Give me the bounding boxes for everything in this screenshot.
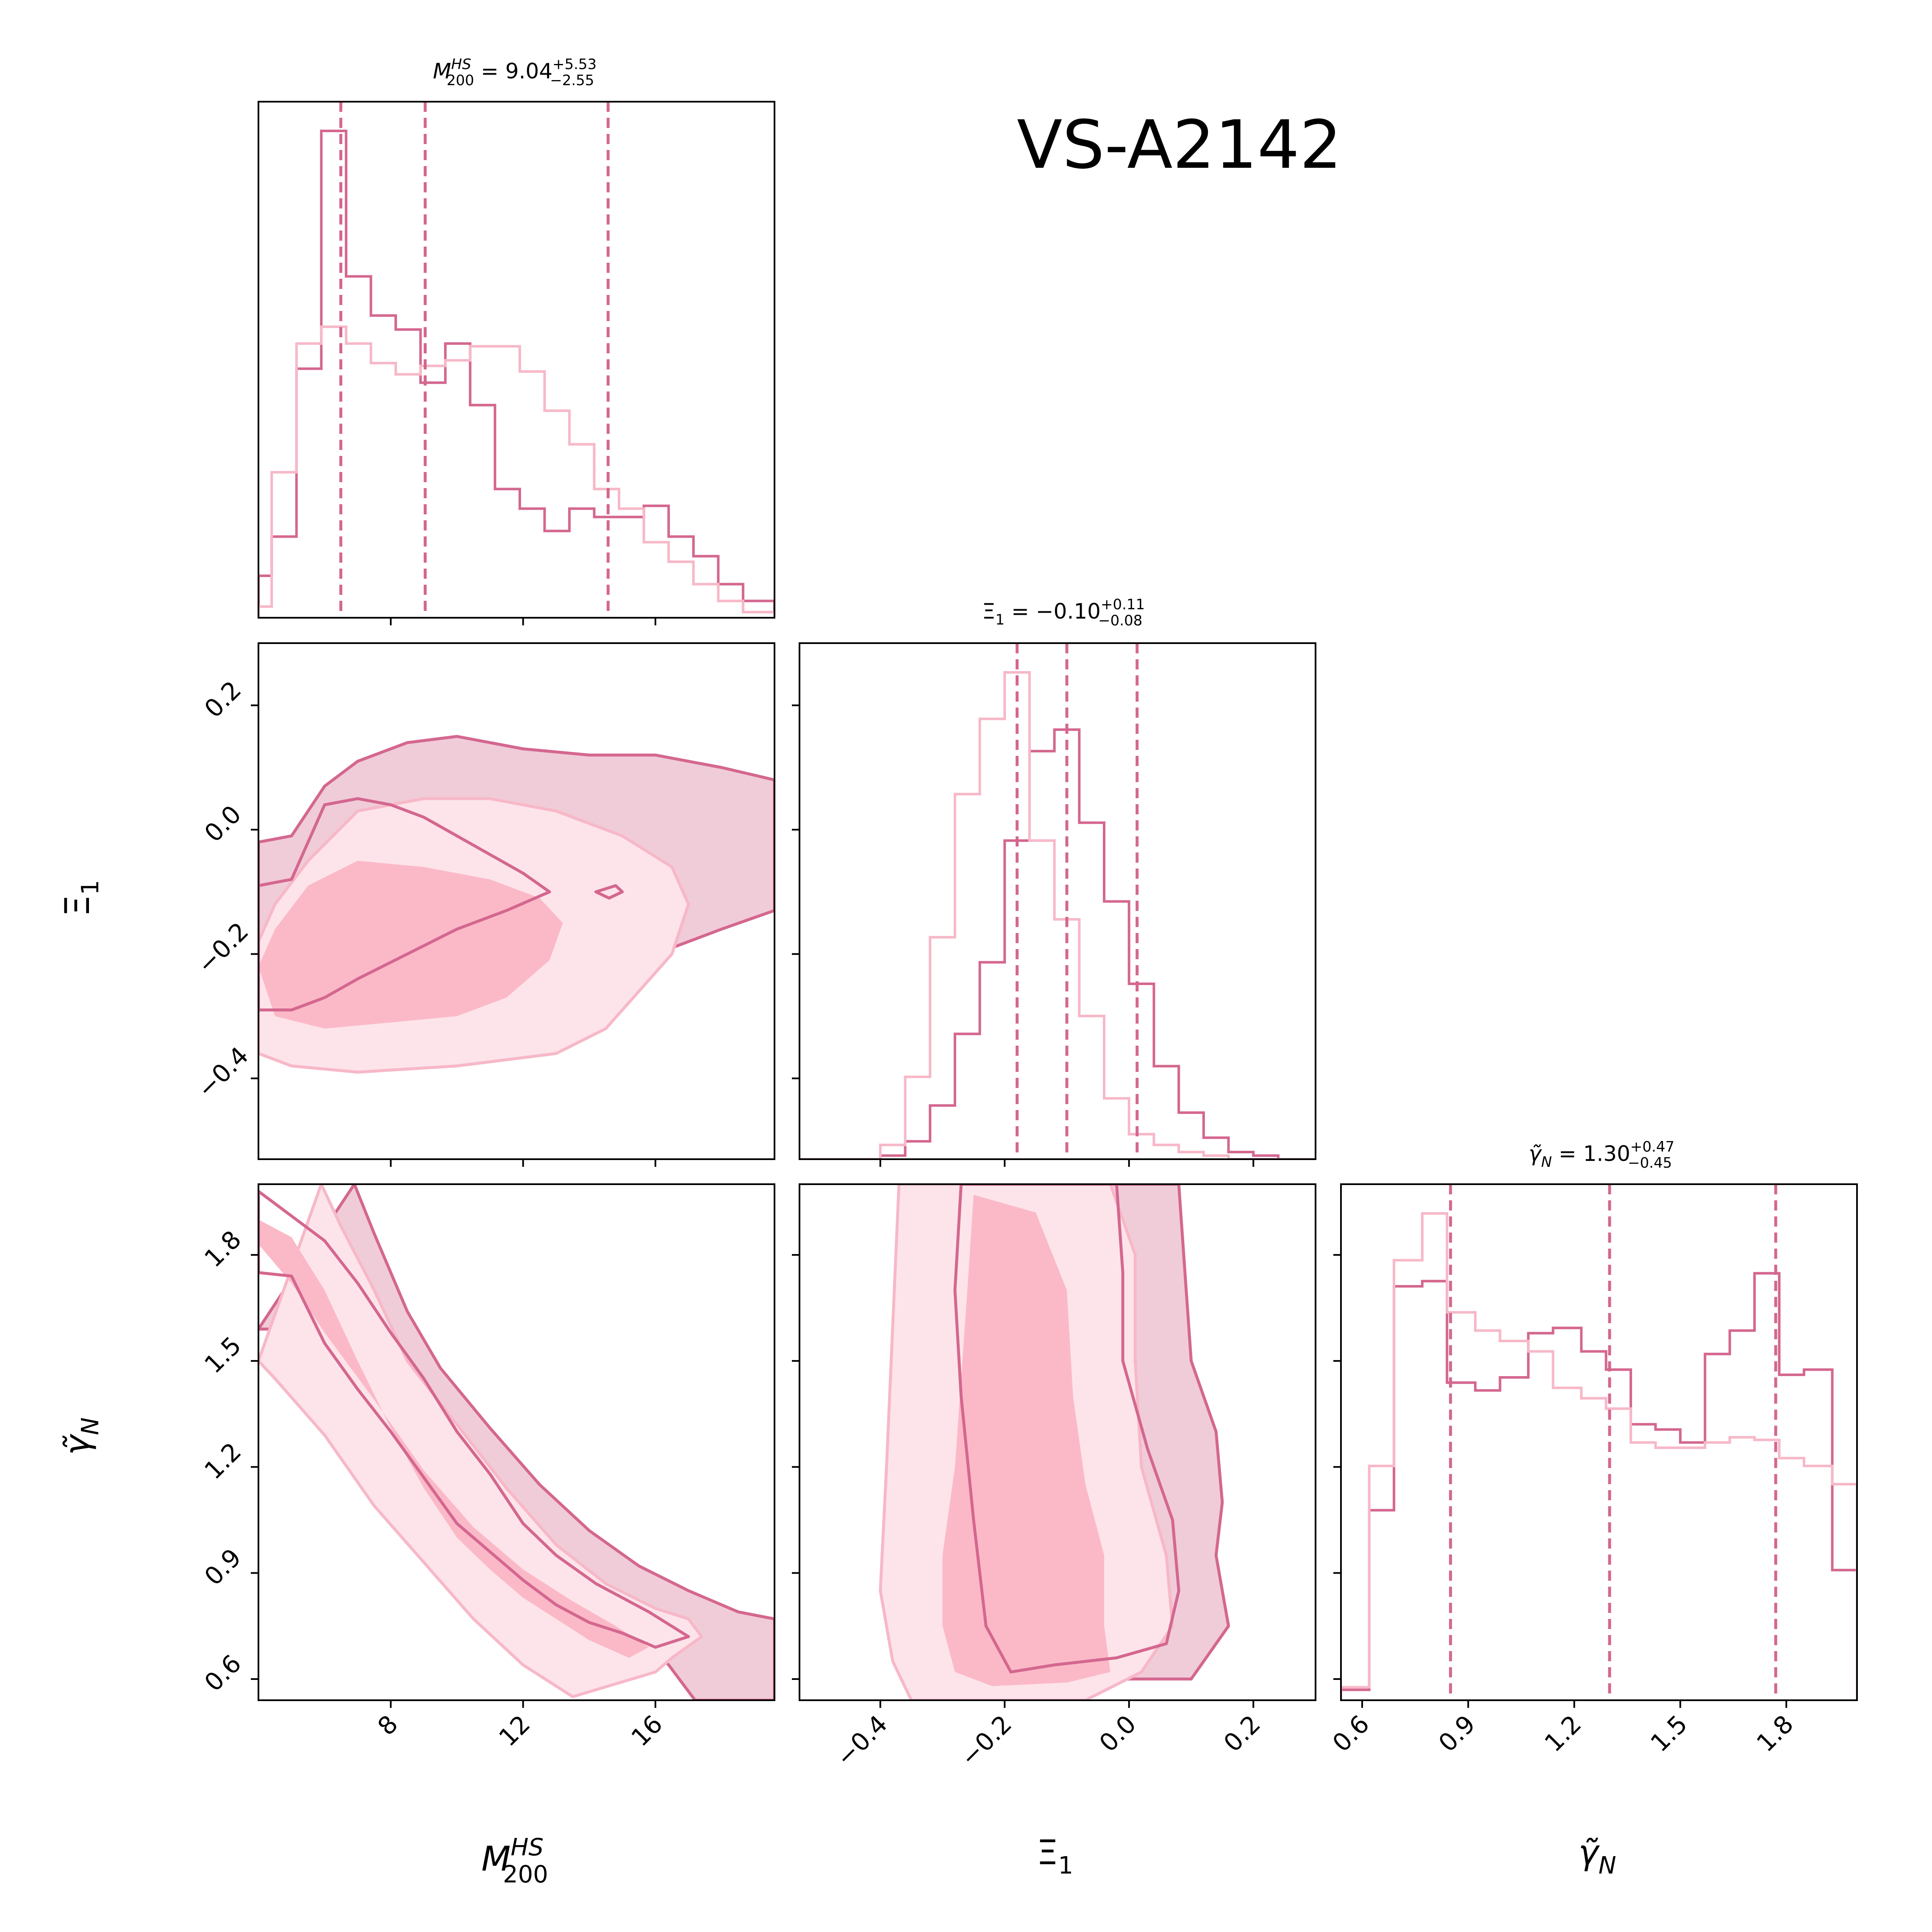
- panel-frame-2-0: [258, 1183, 775, 1701]
- contour-M200-Xi1-inner-light: [258, 861, 563, 1029]
- contour-M200-gammaN-inner: [258, 1190, 690, 1649]
- ylabel-Xi1: Ξ1: [58, 880, 104, 916]
- contour-Xi1-gammaN-inner-light: [942, 1195, 1110, 1686]
- xlabel-M200: MHS 200: [481, 1834, 548, 1888]
- panel-bg-0-0: [258, 102, 774, 618]
- contour-M200-Xi1-inner: [258, 797, 551, 1012]
- xlabel-gammaN: γ̃N: [1578, 1833, 1616, 1879]
- hist-M200-series-1: [258, 325, 774, 618]
- panel-frame-2-2: [1340, 1183, 1858, 1701]
- panel-frames: [258, 101, 1858, 1701]
- svg-text:γ̃N = 1.30+0.47−0.45: γ̃N = 1.30+0.47 −0.45: [1529, 1138, 1674, 1171]
- svg-text:γ̃N: γ̃N: [58, 1417, 104, 1455]
- contour-M200-Xi1-island: [594, 884, 624, 900]
- histogram-layer: [258, 129, 1857, 1700]
- svg-text:Ξ1: Ξ1: [58, 880, 104, 916]
- contour-layer: [258, 735, 1230, 1700]
- title-M200: MHS 200 = 9.04+5.53 −2.55: [433, 56, 597, 89]
- panel-frame-1-1: [799, 642, 1316, 1160]
- hist-Xi1-series-1: [799, 671, 1316, 1159]
- panel-frame-0-0: [258, 101, 775, 619]
- hist-M200-series-0: [258, 129, 774, 618]
- ylabel-gammaN: γ̃N: [58, 1417, 104, 1455]
- xlabel-Xi1: Ξ1: [1037, 1833, 1073, 1879]
- svg-text:γ̃N: γ̃N: [1578, 1833, 1616, 1879]
- contour-Xi1-gammaN-inner: [953, 1184, 1180, 1674]
- title-gammaN: γ̃N = 1.30+0.47 −0.45: [1529, 1138, 1674, 1171]
- panel-frame-2-1: [799, 1183, 1316, 1701]
- hist-Xi1-series-0: [799, 728, 1316, 1159]
- quantile-lines: [339, 102, 1777, 1700]
- hist-gammaN-series-0: [1341, 1272, 1857, 1700]
- svg-text:Ξ1: Ξ1: [1037, 1833, 1073, 1879]
- panel-bg-1-1: [799, 643, 1316, 1159]
- hist-gammaN-series-1: [1341, 1212, 1857, 1700]
- svg-text:Ξ1 = −0.10+0.11−0.08: Ξ1 = −0.10+0.11 −0.08: [982, 596, 1145, 629]
- title-Xi1: Ξ1 = −0.10+0.11 −0.08: [982, 596, 1145, 629]
- figure-title: VS-A2142: [1017, 106, 1342, 184]
- panel-bg-2-2: [1341, 1184, 1857, 1700]
- panel-frame-1-0: [258, 642, 775, 1160]
- contour-M200-gammaN-inner-light: [258, 1219, 649, 1658]
